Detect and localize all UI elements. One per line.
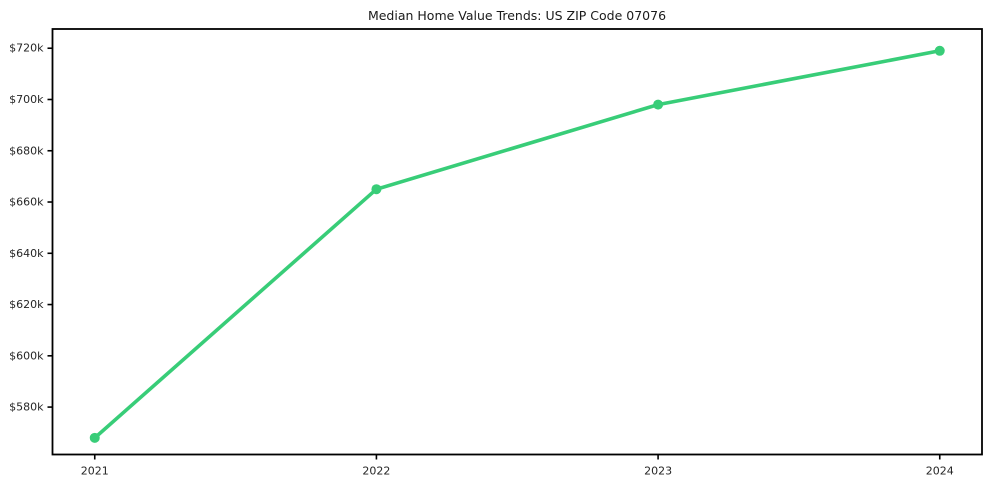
series-line (92, 48, 942, 440)
y-tick-label: $720k (9, 42, 44, 55)
y-tick-label: $660k (9, 196, 44, 209)
y-tick-label: $680k (9, 144, 44, 157)
y-tick-label: $580k (9, 401, 44, 414)
x-tick-label: 2023 (644, 465, 672, 478)
data-point-marker (653, 99, 664, 110)
chart-title: Median Home Value Trends: US ZIP Code 07… (368, 8, 666, 23)
x-tick-label: 2024 (926, 465, 954, 478)
data-point-marker (89, 432, 100, 443)
data-point-marker (934, 45, 945, 56)
x-tick-label: 2021 (81, 465, 109, 478)
x-tick-label: 2022 (362, 465, 390, 478)
y-tick-label: $600k (9, 349, 44, 362)
plot-border (51, 28, 983, 456)
y-tick-label: $700k (9, 93, 44, 106)
plot-area: $580k $600k $620k $640k $660k $680k $700k $720k… (9, 28, 983, 478)
y-tick-label: $620k (9, 298, 44, 311)
data-point-marker (371, 184, 382, 195)
y-tick-label: $640k (9, 247, 44, 260)
